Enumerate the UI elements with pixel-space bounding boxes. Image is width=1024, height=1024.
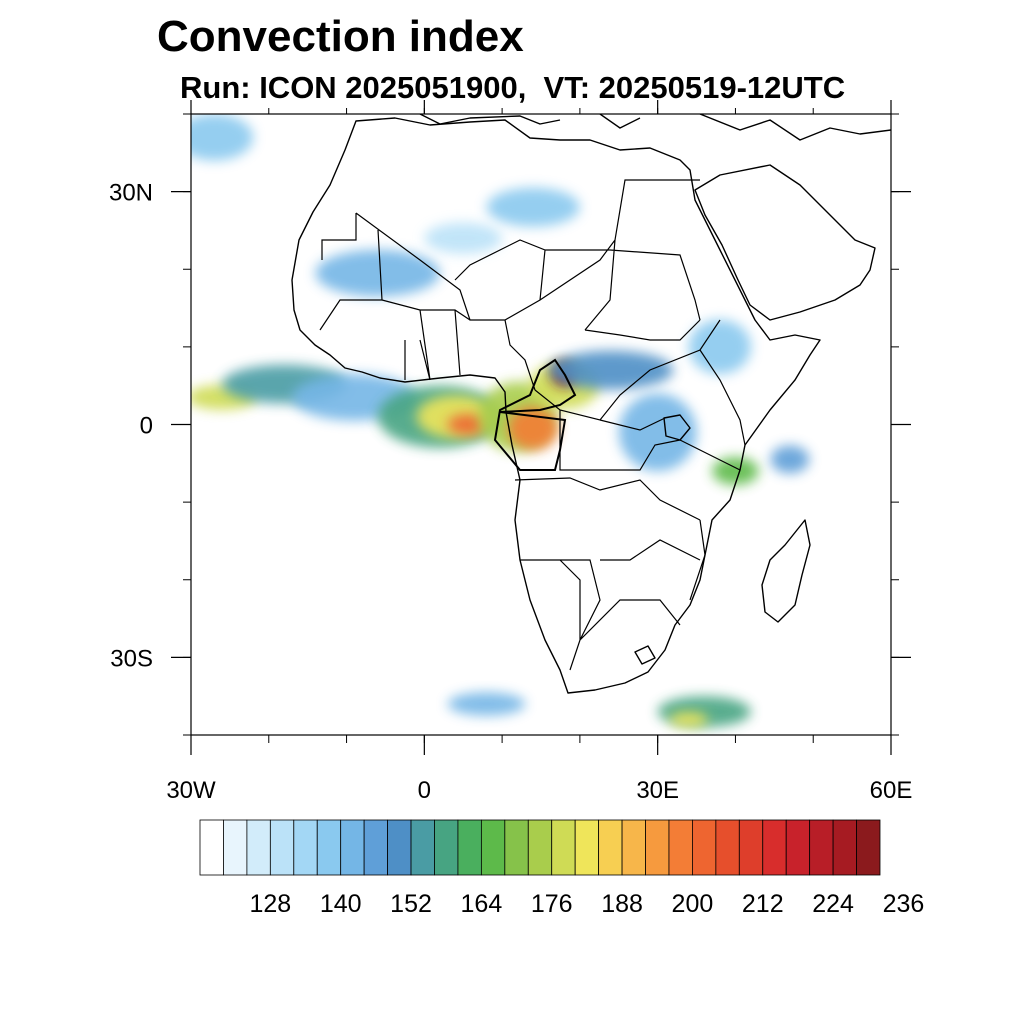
- convection-field: [191, 114, 810, 728]
- colorbar-label: 176: [531, 890, 573, 918]
- lesotho-outline: [634, 645, 656, 665]
- convection-cell: [688, 319, 752, 375]
- colorbar: 128 140 152 164 176 188 200 212 224 236: [199, 819, 925, 918]
- colorbar-swatch: [856, 819, 881, 876]
- madagascar-coastline: [761, 519, 811, 623]
- lon-tick-label: 60E: [870, 777, 913, 804]
- convection-cell: [447, 692, 526, 716]
- colorbar-swatch: [246, 819, 271, 876]
- colorbar-swatch: [738, 819, 764, 876]
- colorbar-label: 128: [249, 890, 291, 918]
- europe-coastline: [419, 114, 891, 141]
- border-lines: [319, 179, 746, 671]
- africa-coastline: [291, 117, 821, 694]
- colorbar-swatch: [457, 819, 482, 876]
- lon-tick-label: 30E: [636, 777, 679, 804]
- colorbar-swatch: [504, 819, 529, 876]
- convection-cell: [424, 222, 503, 254]
- colorbar-swatch: [363, 819, 388, 876]
- convection-cell: [669, 711, 709, 728]
- colorbar-label: 224: [812, 890, 854, 918]
- colorbar-label: 152: [390, 890, 432, 918]
- colorbar-swatch: [598, 819, 623, 876]
- colorbar-label: 236: [883, 890, 925, 918]
- convection-cell: [548, 350, 674, 390]
- colorbar-swatch: [762, 819, 787, 876]
- convection-cell: [712, 457, 759, 486]
- central-region-outline: [493, 358, 577, 471]
- colorbar-swatch: [832, 819, 857, 876]
- convection-cell: [447, 414, 487, 435]
- convection-cell: [191, 114, 254, 161]
- colorbar-swatch: [387, 819, 412, 876]
- colorbar-swatch: [785, 819, 811, 876]
- colorbar-swatch: [645, 819, 670, 876]
- colorbar-swatch: [809, 819, 834, 876]
- colorbar-swatch: [316, 819, 342, 876]
- colorbar-swatch: [574, 819, 600, 876]
- colorbar-label: 164: [461, 890, 503, 918]
- map-axes: 30W 0 30E 60E 30N 0 30S: [109, 100, 912, 804]
- convection-cell: [770, 445, 810, 474]
- map-subtitle: Run: ICON 2025051900, VT: 20250519-12UTC: [180, 70, 846, 105]
- map-title: Convection index: [157, 12, 524, 61]
- colorbar-swatch: [269, 819, 295, 876]
- colorbar-label: 188: [601, 890, 643, 918]
- coastlines: [291, 114, 891, 694]
- colorbar-swatch: [551, 819, 576, 876]
- colorbar-label: 200: [672, 890, 714, 918]
- colorbar-swatch: [668, 819, 693, 876]
- colorbar-swatch: [410, 819, 435, 876]
- colorbar-label: 212: [742, 890, 784, 918]
- colorbar-swatch: [692, 819, 717, 876]
- colorbar-swatch: [340, 819, 365, 876]
- colorbar-swatch: [621, 819, 646, 876]
- convection-cell: [315, 249, 440, 297]
- colorbar-swatch: [223, 819, 248, 876]
- colorbar-swatch: [199, 819, 224, 876]
- arabia-coastline: [694, 164, 876, 321]
- convection-cell: [486, 187, 580, 227]
- lake-victoria-outline: [663, 414, 691, 441]
- lon-tick-label: 0: [418, 777, 431, 804]
- colorbar-swatch: [293, 819, 318, 876]
- lon-tick-label: 30W: [166, 777, 216, 804]
- country-borders: [319, 179, 746, 671]
- convection-cell: [618, 393, 697, 472]
- colorbar-swatch: [715, 819, 740, 876]
- lat-tick-label: 30N: [109, 180, 153, 207]
- lat-tick-label: 0: [140, 413, 153, 440]
- colorbar-swatch: [480, 819, 506, 876]
- colorbar-swatch: [434, 819, 459, 876]
- colorbar-label: 140: [320, 890, 362, 918]
- colorbar-swatch: [527, 819, 553, 876]
- lat-tick-label: 30S: [110, 645, 153, 672]
